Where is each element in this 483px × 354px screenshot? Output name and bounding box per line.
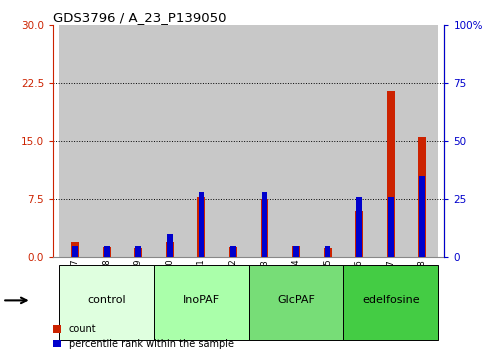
Bar [356,197,362,257]
Bar [154,25,185,257]
Bar [324,248,331,257]
Text: GlcPAF: GlcPAF [277,295,315,306]
Bar [407,25,438,257]
Bar [325,246,330,257]
Text: edelfosine: edelfosine [362,295,420,306]
Bar [59,25,91,257]
Bar [71,242,79,257]
Bar [123,25,154,257]
Bar [418,137,426,257]
Bar [59,264,154,340]
Bar [312,25,343,257]
Bar [262,192,268,257]
Bar [375,25,407,257]
Bar [343,264,438,340]
Text: control: control [87,295,126,306]
Bar [387,91,395,257]
Bar [388,197,394,257]
Text: GDS3796 / A_23_P139050: GDS3796 / A_23_P139050 [53,11,227,24]
Text: InoPAF: InoPAF [183,295,220,306]
Bar [292,246,300,257]
Bar [280,25,312,257]
Bar [217,25,249,257]
Bar [185,25,217,257]
Bar [154,264,249,340]
Bar [229,247,237,257]
Bar [103,247,111,257]
Bar [134,248,142,257]
Bar [199,192,204,257]
Bar [249,264,343,340]
Bar [167,234,173,257]
Bar [230,246,236,257]
Bar [260,199,269,257]
Bar [249,25,280,257]
Bar [343,25,375,257]
Bar [419,176,425,257]
Bar [355,211,363,257]
Bar [104,246,110,257]
Legend: count, percentile rank within the sample: count, percentile rank within the sample [53,324,234,349]
Bar [166,242,174,257]
Bar [135,246,141,257]
Bar [198,197,205,257]
Bar [293,246,299,257]
Bar [91,25,123,257]
Bar [72,246,78,257]
